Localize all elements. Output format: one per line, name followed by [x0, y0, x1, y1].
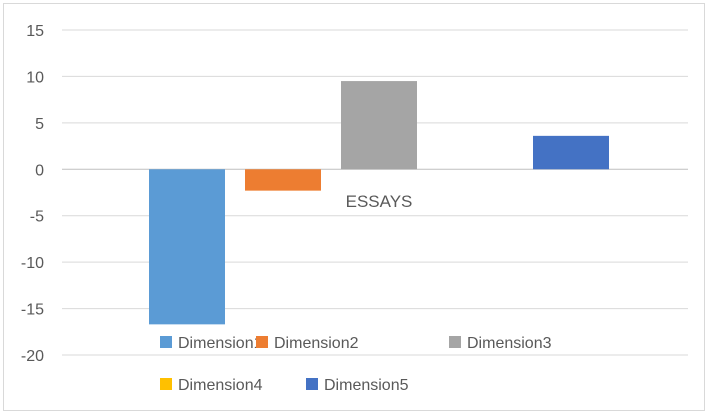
category-label: ESSAYS [346, 192, 413, 211]
category-labels: ESSAYS [346, 192, 413, 211]
legend-label-dimension4: Dimension4 [178, 377, 263, 394]
legend: Dimension1 Dimension2 Dimension3 Dimension4… [160, 335, 552, 394]
y-tick-label: 0 [35, 162, 44, 179]
legend-label-dimension2: Dimension2 [274, 335, 359, 352]
legend-swatch-dimension2 [256, 336, 268, 348]
y-tick-label: 15 [26, 23, 44, 40]
legend-swatch-dimension5 [306, 378, 318, 390]
legend-swatch-dimension4 [160, 378, 172, 390]
y-tick-label: -5 [30, 209, 44, 226]
y-tick-label: 10 [26, 69, 44, 86]
legend-label-dimension1: Dimension1 [178, 335, 263, 352]
legend-swatch-dimension3 [449, 336, 461, 348]
chart-frame [3, 3, 705, 411]
legend-label-dimension5: Dimension5 [324, 377, 409, 394]
y-tick-label: -15 [21, 302, 44, 319]
bar-dimension1 [149, 169, 225, 325]
bars [149, 81, 609, 325]
y-tick-label: 5 [35, 116, 44, 133]
bar-dimension2 [245, 169, 321, 191]
legend-swatch-dimension1 [160, 336, 172, 348]
bar-dimension5 [533, 135, 609, 170]
bar-dimension3 [341, 81, 417, 170]
legend-label-dimension3: Dimension3 [467, 335, 552, 352]
y-axis-tick-labels: 15 10 5 0 -5 -10 -15 -20 [21, 23, 44, 365]
y-tick-label: -20 [21, 348, 44, 365]
y-tick-label: -10 [21, 255, 44, 272]
